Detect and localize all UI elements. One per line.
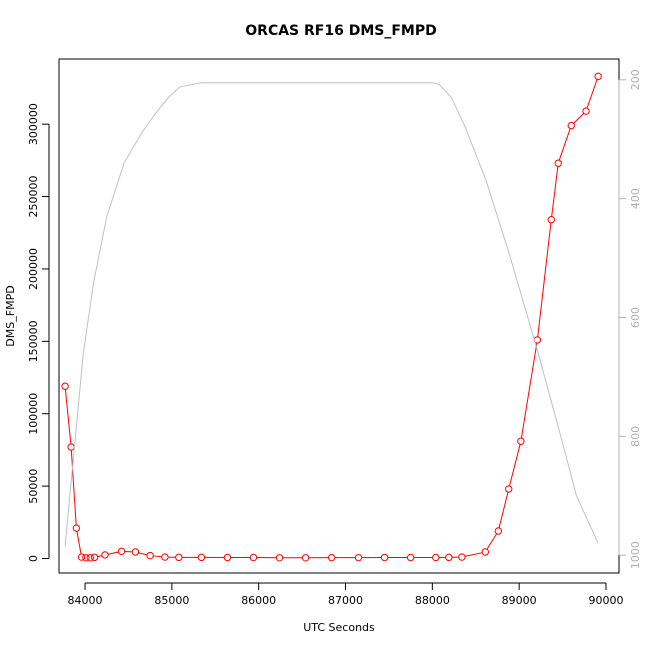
series-0-segment (558, 128, 571, 161)
data-point (77, 553, 86, 561)
x-axis: 84000 85000 86000 87000 88000 89000 90000 (68, 582, 623, 607)
data-point (354, 553, 363, 562)
data-point (458, 553, 466, 561)
series-0-segment (551, 166, 559, 217)
y2-tick-label: 800 (629, 426, 642, 447)
data-point (90, 553, 99, 562)
data-point (547, 216, 555, 224)
data-point (301, 554, 310, 562)
data-point (380, 553, 389, 562)
data-point (445, 553, 453, 562)
y-tick-label: 300000 (27, 103, 40, 145)
data-point (72, 524, 81, 532)
data-point (131, 548, 140, 556)
data-point (594, 72, 602, 81)
series-0-segment (64, 389, 72, 444)
data-point (249, 553, 258, 562)
data-point (275, 554, 284, 562)
y2-axis: 200 400 600 800 1000 (618, 69, 642, 569)
y-tick-label: 200000 (27, 248, 40, 290)
x-tick-label: 85000 (154, 594, 189, 607)
y2-tick-label: 400 (629, 188, 642, 209)
y-tick-label: 0 (27, 555, 40, 562)
y-tick-label: 150000 (27, 320, 40, 362)
data-point (146, 551, 154, 560)
chart-title: ORCAS RF16 DMS_FMPD (245, 23, 436, 39)
y-tick-label: 50000 (27, 469, 40, 504)
y-axis-label: DMS_FMPD (4, 285, 17, 346)
x-axis-label: UTC Seconds (303, 621, 375, 634)
data-point (86, 554, 94, 562)
data-point (582, 107, 590, 115)
data-point (101, 551, 109, 559)
data-point (161, 553, 169, 561)
x-tick-label: 90000 (588, 594, 623, 607)
series-0-segment (70, 450, 77, 525)
data-point (223, 553, 232, 562)
y-axis: 0 50000 100000 150000 200000 250000 300000 (27, 103, 50, 562)
series-0-segment (138, 552, 148, 556)
data-point (175, 553, 183, 562)
series-0-segment (520, 342, 538, 439)
y2-tick-label: 200 (629, 69, 642, 90)
data-point (82, 554, 90, 562)
series-0-segment (76, 531, 82, 555)
plot-frame (58, 58, 620, 574)
data-point (197, 553, 206, 562)
series-0-segment (486, 533, 498, 550)
y-tick-label: 100000 (27, 393, 40, 435)
data-point (567, 121, 575, 130)
data-point (432, 553, 440, 562)
series-layer (61, 72, 602, 562)
series-0-segment (586, 79, 598, 109)
data-point (61, 382, 69, 390)
data-point (517, 437, 525, 445)
x-tick-label: 84000 (68, 594, 103, 607)
x-tick-label: 87000 (328, 594, 363, 607)
series-0-segment (498, 492, 509, 529)
data-point (481, 548, 489, 556)
series-0-segment (464, 552, 483, 557)
data-point (406, 553, 415, 562)
series-0-segment (153, 555, 162, 558)
data-point (327, 553, 336, 562)
x-tick-label: 89000 (502, 594, 537, 607)
series-0-segment (108, 551, 119, 555)
series-0-segment (537, 222, 552, 337)
y-tick-label: 250000 (27, 176, 40, 218)
data-point (505, 485, 513, 493)
series-0-segment (509, 444, 521, 487)
series-1-line (64, 82, 599, 547)
series-0-segment (573, 113, 585, 124)
y2-tick-label: 1000 (629, 541, 642, 569)
series-0-segment (97, 555, 103, 558)
data-point (554, 159, 562, 167)
y2-tick-label: 600 (629, 307, 642, 328)
data-point (67, 443, 75, 451)
data-point (117, 547, 126, 555)
data-point (494, 527, 503, 535)
x-tick-label: 88000 (415, 594, 450, 607)
x-tick-label: 86000 (241, 594, 276, 607)
